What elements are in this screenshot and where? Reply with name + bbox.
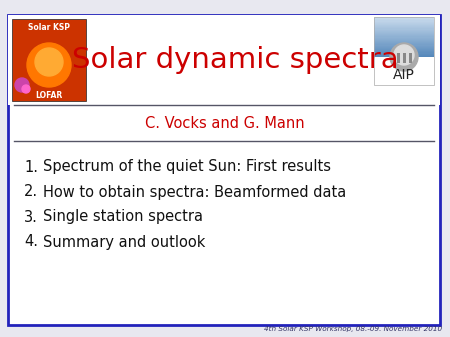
Bar [374,51,434,53]
Bar [374,50,434,51]
Circle shape [27,43,71,87]
Circle shape [15,78,29,92]
Text: Solar dynamic spectra: Solar dynamic spectra [72,46,398,74]
Bar [374,22,434,23]
Bar [374,28,434,30]
Bar [374,18,434,19]
Bar [374,23,434,24]
Bar [374,47,434,48]
Text: 2.: 2. [24,184,38,200]
Text: Solar KSP: Solar KSP [28,23,70,31]
Bar [374,53,434,54]
Text: 4.: 4. [24,235,38,249]
Bar [374,48,434,49]
Bar [374,40,434,41]
Circle shape [390,43,418,71]
Text: Summary and outlook: Summary and outlook [43,235,205,249]
Bar [374,43,434,44]
Bar [374,31,434,32]
Text: 3.: 3. [24,210,38,224]
Bar [374,44,434,45]
Text: Spectrum of the quiet Sun: First results: Spectrum of the quiet Sun: First results [43,159,331,175]
Text: C. Vocks and G. Mann: C. Vocks and G. Mann [145,117,305,131]
Circle shape [22,85,30,93]
Bar [374,34,434,35]
Bar [374,17,434,18]
Bar [374,30,434,31]
Bar [374,37,434,39]
Bar [374,24,434,25]
Bar [374,56,434,57]
Bar [374,41,434,42]
Bar [374,27,434,28]
Text: AIP: AIP [393,68,415,82]
Bar [374,17,434,85]
Bar [374,55,434,56]
Text: 4th Solar KSP Workshop, 08.-09. November 2010: 4th Solar KSP Workshop, 08.-09. November… [264,326,442,332]
Text: LOFAR: LOFAR [36,91,63,99]
Bar [409,53,411,63]
Bar [374,21,434,22]
Text: Single station spectra: Single station spectra [43,210,203,224]
Bar [374,26,434,27]
Bar [374,54,434,55]
Text: How to obtain spectra: Beamformed data: How to obtain spectra: Beamformed data [43,184,346,200]
Bar [402,53,405,63]
Circle shape [394,45,414,65]
Bar [374,36,434,37]
Bar [396,53,400,63]
Text: 1.: 1. [24,159,38,175]
Bar [374,39,434,40]
Bar [374,19,434,21]
Bar [374,25,434,26]
Bar [374,45,434,47]
Bar [374,33,434,34]
Bar [374,42,434,43]
Circle shape [35,48,63,76]
Bar [12,19,86,101]
Bar [374,49,434,50]
Bar [374,32,434,33]
Bar [374,35,434,36]
Bar [8,15,440,105]
